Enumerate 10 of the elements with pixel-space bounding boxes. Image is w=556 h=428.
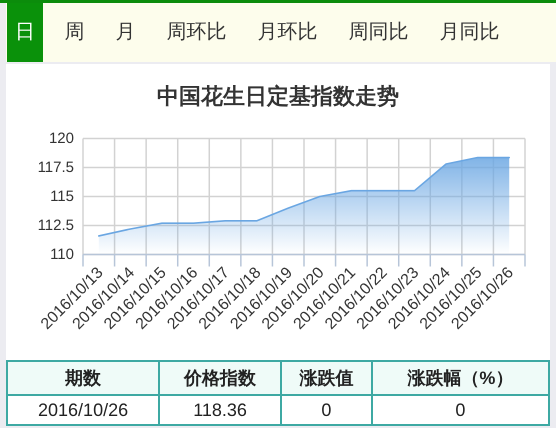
- table-cell: 0: [281, 395, 372, 425]
- y-tick-label: 120: [48, 130, 74, 147]
- y-tick-label: 117.5: [38, 159, 74, 176]
- table-cell: 0: [372, 395, 549, 425]
- title: 中国花生日定基指数走势: [157, 84, 399, 108]
- y-tick-label: 110: [50, 246, 74, 263]
- table-cell: 2016/10/26: [7, 395, 160, 425]
- table-cell: 118.36: [159, 395, 282, 425]
- y-tick-label: 115: [50, 188, 74, 205]
- y-tick-label: 112.5: [38, 217, 74, 234]
